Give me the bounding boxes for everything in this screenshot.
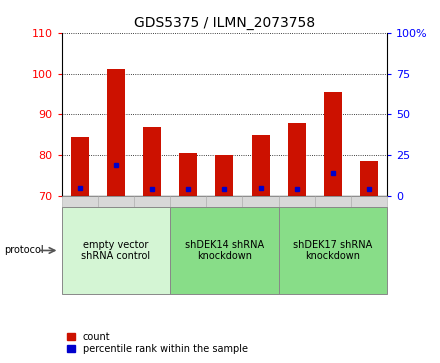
Text: empty vector
shRNA control: empty vector shRNA control xyxy=(81,240,150,261)
Bar xyxy=(107,69,125,196)
Text: protocol: protocol xyxy=(4,245,44,256)
Title: GDS5375 / ILMN_2073758: GDS5375 / ILMN_2073758 xyxy=(134,16,315,30)
Bar xyxy=(288,122,306,196)
Text: shDEK17 shRNA
knockdown: shDEK17 shRNA knockdown xyxy=(293,240,373,261)
Text: shDEK14 shRNA
knockdown: shDEK14 shRNA knockdown xyxy=(185,240,264,261)
Legend: count, percentile rank within the sample: count, percentile rank within the sample xyxy=(66,331,249,355)
Bar xyxy=(215,155,234,196)
Bar xyxy=(360,161,378,196)
Bar xyxy=(324,92,342,196)
Bar xyxy=(179,153,197,196)
Bar xyxy=(143,127,161,196)
Bar xyxy=(71,137,89,196)
Bar xyxy=(252,135,270,196)
